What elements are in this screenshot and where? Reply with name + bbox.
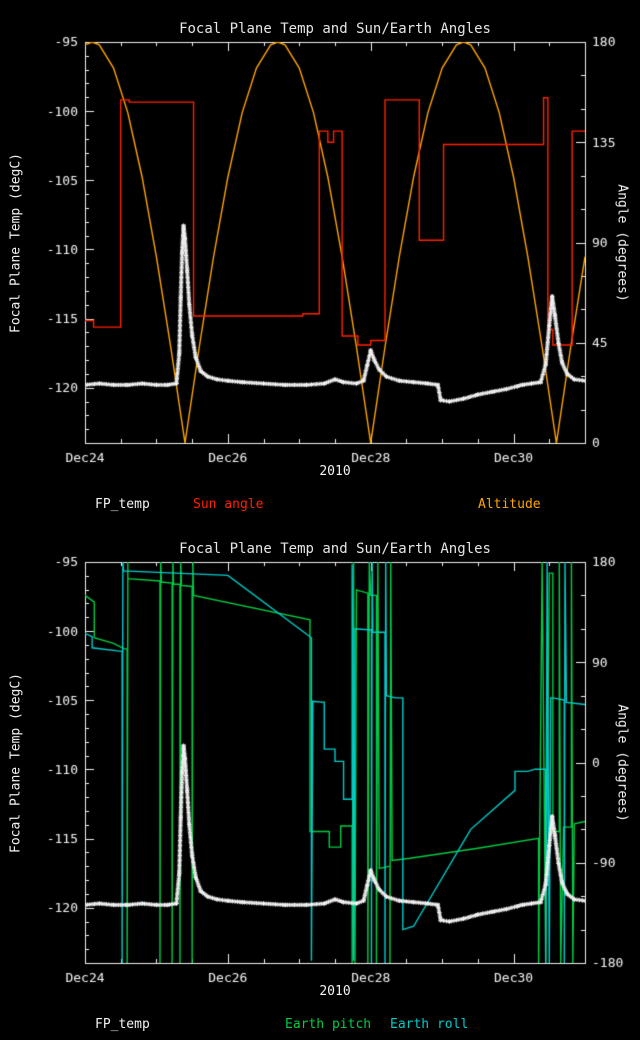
legend-fp-temp: FP_temp bbox=[95, 1017, 150, 1032]
top-chart-canvas bbox=[0, 0, 640, 520]
legend-earth-roll: Earth roll bbox=[390, 1017, 469, 1032]
bottom-left-axis-title: Focal Plane Temp (degC) bbox=[8, 672, 24, 854]
top-legend: FP_temp Sun angle Altitude bbox=[0, 497, 640, 515]
bottom-chart-title: Focal Plane Temp and Sun/Earth Angles bbox=[179, 541, 491, 557]
bottom-x-axis-title: 2010 bbox=[319, 984, 351, 999]
legend-earth-pitch: Earth pitch bbox=[285, 1017, 372, 1032]
top-chart: Focal Plane Temp and Sun/Earth Angles Fo… bbox=[0, 0, 640, 520]
bottom-chart: Focal Plane Temp and Sun/Earth Angles Fo… bbox=[0, 520, 640, 1040]
bottom-legend: FP_temp Earth pitch Earth roll bbox=[0, 1017, 640, 1035]
bottom-chart-canvas bbox=[0, 520, 640, 1040]
top-right-axis-title: Angle (degrees) bbox=[614, 184, 630, 302]
legend-altitude: Altitude bbox=[478, 497, 541, 512]
top-chart-title: Focal Plane Temp and Sun/Earth Angles bbox=[179, 21, 491, 37]
top-x-axis-title: 2010 bbox=[319, 464, 351, 479]
legend-fp-temp: FP_temp bbox=[95, 497, 150, 512]
top-left-axis-title: Focal Plane Temp (degC) bbox=[8, 152, 24, 334]
legend-sun-angle: Sun angle bbox=[193, 497, 264, 512]
bottom-right-axis-title: Angle (degrees) bbox=[614, 704, 630, 822]
